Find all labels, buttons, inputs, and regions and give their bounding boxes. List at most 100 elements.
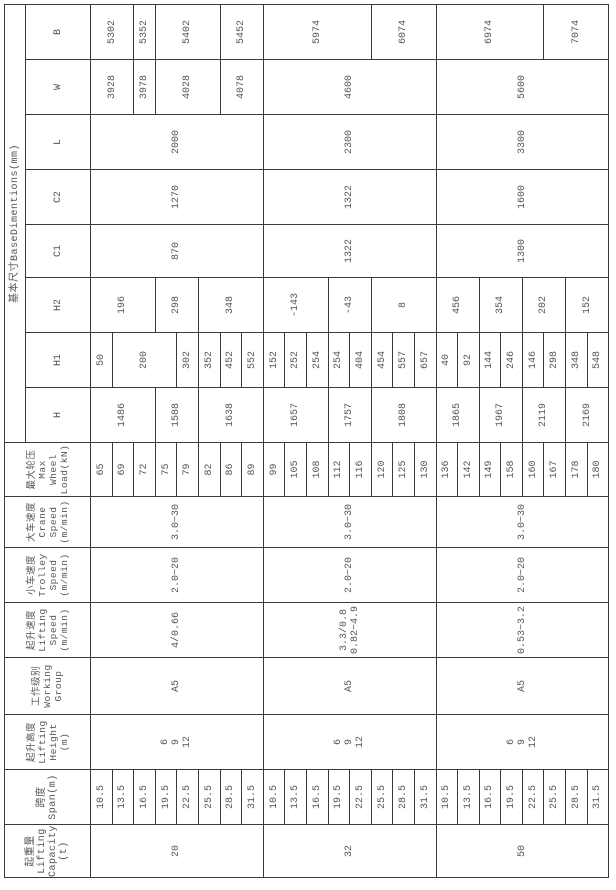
trolley-speed-cell: 2.0~20 bbox=[436, 547, 609, 603]
dim-h1-cell: 50 bbox=[90, 332, 113, 388]
lifting-speed-cell: 4/0.66 bbox=[90, 602, 264, 658]
header-dim-h2: H2 bbox=[25, 277, 91, 333]
wheel-load-cell: 99 bbox=[263, 442, 285, 497]
dim-h-cell: 1657 bbox=[263, 387, 329, 443]
dim-h-cell: 1486 bbox=[90, 387, 156, 443]
dim-b-cell: 5302 bbox=[90, 4, 134, 60]
span-cell: 10.5 bbox=[90, 769, 113, 825]
span-cell: 10.5 bbox=[263, 769, 285, 825]
dim-h2-cell: 196 bbox=[90, 277, 156, 333]
header-dim-b: B bbox=[25, 4, 91, 60]
dim-h1-cell: 146 bbox=[522, 332, 544, 388]
header-dim-h1: H1 bbox=[25, 332, 91, 388]
span-cell: 22.5 bbox=[522, 769, 544, 825]
dim-h2-cell: 298 bbox=[155, 277, 199, 333]
dim-b-cell: 6974 bbox=[436, 4, 544, 60]
span-cell: 31.5 bbox=[587, 769, 609, 825]
working-group-cell: A5 bbox=[90, 657, 264, 715]
span-cell: 31.5 bbox=[241, 769, 264, 825]
span-cell: 13.5 bbox=[284, 769, 307, 825]
dim-h1-cell: 246 bbox=[500, 332, 523, 388]
span-cell: 25.5 bbox=[198, 769, 221, 825]
crane-spec-table: 起重量 Lifting Capacity (t) 跨度 Span(m) 起升高度… bbox=[4, 4, 609, 878]
dim-b-cell: 5974 bbox=[263, 4, 372, 60]
rotated-spec-table-wrapper: 起重量 Lifting Capacity (t) 跨度 Span(m) 起升高度… bbox=[4, 4, 609, 878]
span-cell: 28.5 bbox=[392, 769, 415, 825]
wheel-load-cell: 178 bbox=[565, 442, 588, 497]
dim-h1-cell: 144 bbox=[479, 332, 501, 388]
span-cell: 31.5 bbox=[414, 769, 436, 825]
header-lifting-speed: 起升速度 Lifting Speed (m/min) bbox=[4, 602, 91, 658]
dim-h2-cell: 202 bbox=[522, 277, 566, 333]
header-row-group: 起重量 Lifting Capacity (t) 跨度 Span(m) 起升高度… bbox=[4, 4, 91, 878]
dim-w-cell: 4028 bbox=[155, 59, 221, 115]
capacity-cell: 32 bbox=[263, 824, 436, 878]
span-cell: 19.5 bbox=[155, 769, 177, 825]
lifting-height-cell: 6 9 12 bbox=[436, 714, 609, 770]
span-cell: 22.5 bbox=[176, 769, 199, 825]
dim-w-cell: 4078 bbox=[220, 59, 264, 115]
working-group-cell: A5 bbox=[436, 657, 609, 715]
wheel-load-cell: 112 bbox=[328, 442, 350, 497]
wheel-load-cell: 108 bbox=[306, 442, 329, 497]
span-cell: 28.5 bbox=[565, 769, 588, 825]
dim-c1-cell: 870 bbox=[90, 224, 264, 278]
span-cell: 28.5 bbox=[220, 769, 242, 825]
dim-h1-cell: 348 bbox=[565, 332, 588, 388]
span-cell: 25.5 bbox=[371, 769, 393, 825]
dim-h2-cell: 354 bbox=[479, 277, 523, 333]
wheel-load-cell: 160 bbox=[522, 442, 544, 497]
dim-h1-cell: 548 bbox=[587, 332, 609, 388]
span-cell: 13.5 bbox=[457, 769, 480, 825]
span-cell: 16.5 bbox=[479, 769, 501, 825]
span-cell: 19.5 bbox=[500, 769, 523, 825]
dim-h1-cell: 152 bbox=[263, 332, 285, 388]
dim-h-cell: 1757 bbox=[328, 387, 372, 443]
dim-c1-cell: 1300 bbox=[436, 224, 609, 278]
span-cell: 10.5 bbox=[436, 769, 458, 825]
dim-h1-cell: 254 bbox=[328, 332, 350, 388]
dim-b-cell: 5352 bbox=[133, 4, 156, 60]
capacity-cell: 50 bbox=[436, 824, 609, 878]
dim-h1-cell: 352 bbox=[198, 332, 221, 388]
dim-h-cell: 2169 bbox=[565, 387, 609, 443]
span-cell: 19.5 bbox=[328, 769, 350, 825]
wheel-load-cell: 69 bbox=[112, 442, 134, 497]
wheel-load-cell: 130 bbox=[414, 442, 436, 497]
trolley-speed-cell: 2.0~20 bbox=[263, 547, 436, 603]
wheel-load-cell: 167 bbox=[543, 442, 566, 497]
wheel-load-cell: 82 bbox=[198, 442, 221, 497]
dim-h1-cell: 454 bbox=[371, 332, 393, 388]
span-cell: 22.5 bbox=[349, 769, 372, 825]
dim-h1-cell: 302 bbox=[176, 332, 199, 388]
wheel-load-cell: 79 bbox=[176, 442, 199, 497]
header-working-group: 工作级别 Working Group bbox=[4, 657, 91, 715]
dim-h1-cell: 40 bbox=[436, 332, 458, 388]
wheel-load-cell: 149 bbox=[479, 442, 501, 497]
wheel-load-cell: 125 bbox=[392, 442, 415, 497]
dim-c2-cell: 1322 bbox=[263, 169, 436, 225]
wheel-load-cell: 72 bbox=[133, 442, 156, 497]
table-body: 20 10.5 6 9 12 A5 4/0.66 2.0~20 3.0~30 65 1486 50… bbox=[90, 4, 609, 878]
wheel-load-cell: 75 bbox=[155, 442, 177, 497]
dim-h-cell: 1638 bbox=[198, 387, 264, 443]
dim-h-cell: 1808 bbox=[371, 387, 436, 443]
dim-c2-cell: 1270 bbox=[90, 169, 264, 225]
dim-h-cell: 1588 bbox=[155, 387, 199, 443]
wheel-load-cell: 180 bbox=[587, 442, 609, 497]
dim-h2-cell: 8 bbox=[371, 277, 436, 333]
dim-h2-cell: -143 bbox=[263, 277, 329, 333]
wheel-load-cell: 86 bbox=[220, 442, 242, 497]
dim-h1-cell: 92 bbox=[457, 332, 480, 388]
working-group-cell: A5 bbox=[263, 657, 436, 715]
lifting-height-cell: 6 9 12 bbox=[263, 714, 436, 770]
dim-b-cell: 5402 bbox=[155, 4, 221, 60]
dim-h1-cell: 557 bbox=[392, 332, 415, 388]
dim-h2-cell: -43 bbox=[328, 277, 372, 333]
dim-c2-cell: 1600 bbox=[436, 169, 609, 225]
dim-c1-cell: 1322 bbox=[263, 224, 436, 278]
header-dim-c2: C2 bbox=[25, 169, 91, 225]
wheel-load-cell: 120 bbox=[371, 442, 393, 497]
wheel-load-cell: 136 bbox=[436, 442, 458, 497]
lifting-speed-cell: 0.53~3.2 bbox=[436, 602, 609, 658]
